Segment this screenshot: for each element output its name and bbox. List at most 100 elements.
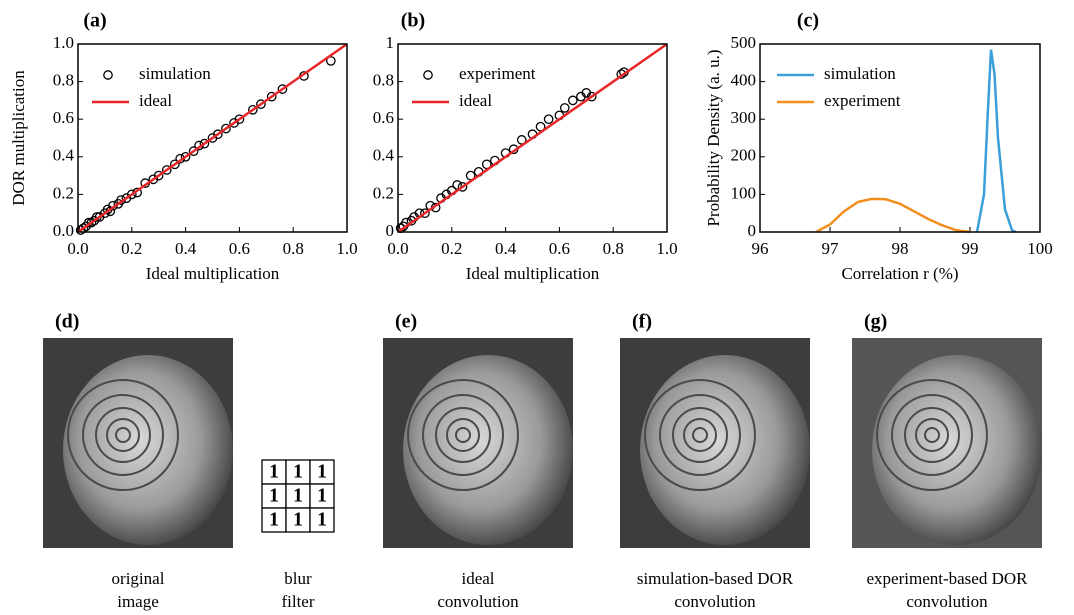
point	[188, 146, 199, 157]
y-tick-label: 0.2	[53, 183, 74, 202]
point	[161, 165, 172, 175]
spiral	[115, 427, 131, 443]
caption: image	[117, 592, 159, 611]
caption: convolution	[437, 592, 519, 611]
spiral	[422, 394, 504, 476]
y-tick-label: 500	[731, 33, 757, 52]
panel-label: (b)	[401, 10, 425, 32]
plot-frame	[397, 43, 668, 233]
y-tick-label: 0.4	[373, 146, 395, 165]
legend-label: ideal	[459, 91, 492, 110]
point	[86, 217, 97, 228]
caption: filter	[281, 592, 314, 611]
filter-cell	[309, 483, 335, 509]
point	[586, 91, 597, 102]
y-tick-label: 200	[731, 146, 757, 165]
spiral	[683, 418, 717, 452]
x-tick-label: 0.6	[549, 239, 570, 258]
caption: original	[112, 569, 165, 588]
x-axis-label: Ideal multiplication	[146, 264, 280, 283]
legend-label: experiment	[459, 64, 536, 83]
line	[77, 42, 348, 234]
filter-cell	[309, 507, 335, 533]
x-tick-label: 1.0	[336, 239, 357, 258]
spiral	[95, 407, 151, 463]
shell	[640, 355, 810, 545]
point	[126, 189, 137, 200]
spiral	[904, 407, 960, 463]
spiral	[672, 407, 728, 463]
shell	[63, 355, 233, 545]
point	[213, 129, 223, 140]
shell	[872, 355, 1042, 545]
legend-label: simulation	[139, 64, 211, 83]
x-tick-label: 96	[752, 239, 769, 258]
y-tick-label: 0.8	[53, 71, 74, 90]
y-tick-label: 0	[748, 221, 757, 240]
spiral	[692, 427, 708, 443]
filter-value: 1	[269, 485, 279, 507]
x-tick-label: 0.8	[603, 239, 624, 258]
y-tick-label: 0.6	[53, 108, 74, 127]
point	[248, 104, 258, 115]
panel-label: (g)	[864, 311, 887, 333]
y-axis-label: DOR multiplication	[9, 70, 28, 206]
filter-value: 1	[293, 485, 303, 507]
y-tick-label: 100	[731, 183, 757, 202]
x-tick-label: 0.8	[283, 239, 304, 258]
point	[266, 91, 277, 102]
spiral	[67, 379, 179, 491]
shell	[403, 355, 573, 545]
point	[199, 138, 210, 149]
y-tick-label: 0.8	[373, 71, 394, 90]
spiral	[915, 418, 949, 452]
x-tick-label: 0.6	[229, 239, 250, 258]
point	[420, 208, 430, 219]
line	[815, 197, 971, 234]
point	[457, 182, 468, 192]
x-tick-label: 100	[1027, 239, 1053, 258]
point	[543, 114, 554, 125]
panel-label: (e)	[395, 311, 417, 333]
plot-frame	[77, 43, 348, 233]
point	[180, 151, 191, 162]
point	[277, 84, 288, 94]
caption: simulation-based DOR	[637, 569, 794, 588]
x-tick-label: 1.0	[656, 239, 677, 258]
filter-cell	[261, 483, 287, 509]
legend-marker	[423, 70, 433, 80]
point	[559, 103, 570, 113]
x-tick-label: 0.0	[67, 239, 88, 258]
spiral	[644, 379, 756, 491]
caption: blur	[284, 569, 312, 588]
point	[567, 95, 578, 106]
filter-cell	[285, 459, 311, 485]
spiral	[435, 407, 491, 463]
point	[221, 123, 231, 134]
caption: ideal	[461, 569, 494, 588]
caption: convolution	[674, 592, 756, 611]
panel-label: (d)	[55, 311, 79, 333]
x-tick-label: 98	[892, 239, 909, 258]
spiral	[876, 379, 988, 491]
filter-value: 1	[293, 461, 303, 483]
spiral	[659, 394, 741, 476]
filter-value: 1	[317, 485, 327, 507]
panel-label: (c)	[797, 10, 819, 32]
filter-value: 1	[293, 509, 303, 531]
point	[234, 114, 245, 125]
legend-label: simulation	[824, 64, 896, 83]
x-tick-label: 0.2	[441, 239, 462, 258]
x-tick-label: 99	[962, 239, 979, 258]
x-tick-label: 0.4	[175, 239, 197, 258]
spiral	[891, 394, 973, 476]
line	[397, 42, 668, 234]
y-tick-label: 400	[731, 71, 757, 90]
y-tick-label: 0.4	[53, 146, 75, 165]
filter-value: 1	[317, 461, 327, 483]
caption: convolution	[906, 592, 988, 611]
spiral	[446, 418, 480, 452]
x-tick-label: 0.4	[495, 239, 517, 258]
x-tick-label: 97	[822, 239, 840, 258]
spiral	[924, 427, 940, 443]
